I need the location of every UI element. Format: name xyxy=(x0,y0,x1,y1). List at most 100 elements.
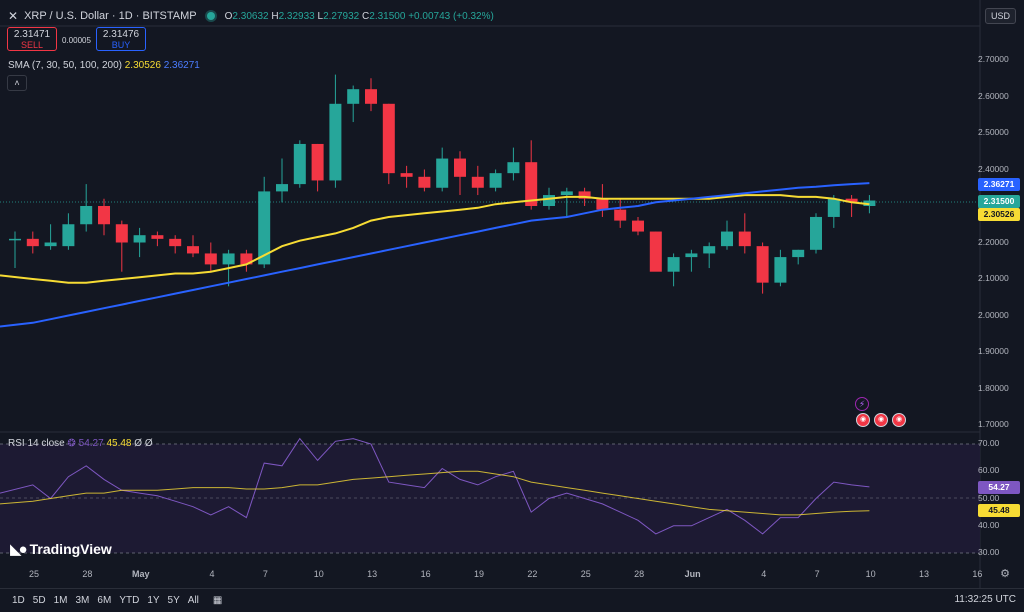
collapse-legend-button[interactable]: ˄ xyxy=(7,75,27,91)
sma-value-short: 2.30526 xyxy=(124,60,161,71)
candle-body xyxy=(756,246,769,283)
candle-body xyxy=(329,103,342,181)
last-price-tag: 2.31500 xyxy=(978,195,1020,208)
candle-body xyxy=(204,253,217,265)
us-flag-event-icon[interactable]: ◉ xyxy=(892,413,906,427)
price-axis-label: 1.90000 xyxy=(978,346,1009,356)
time-axis-label: 7 xyxy=(814,569,820,579)
price-axis-label: 2.10000 xyxy=(978,273,1009,283)
rsi-ma-price-tag: 45.48 xyxy=(978,504,1020,517)
sma-value-long: 2.36271 xyxy=(163,60,200,71)
sell-button[interactable]: 2.31471 SELL xyxy=(7,27,57,51)
candle-body xyxy=(133,235,146,243)
candle-body xyxy=(560,191,573,196)
candle-body xyxy=(614,209,627,221)
candle-body xyxy=(169,238,182,247)
candle-body xyxy=(276,184,288,192)
timeframe-1m[interactable]: 1M xyxy=(53,595,68,606)
candle-body xyxy=(525,162,538,206)
candle-body xyxy=(721,231,733,247)
settings-gear-icon[interactable]: ⚙ xyxy=(1000,568,1010,580)
rsi-settings-icon[interactable]: ❂ xyxy=(67,438,76,449)
price-axis-label: 1.80000 xyxy=(978,382,1009,393)
candle-body xyxy=(80,206,93,225)
time-axis-label: 28 xyxy=(82,569,93,579)
sell-price: 2.31471 xyxy=(13,29,51,40)
time-axis-label: 19 xyxy=(473,569,485,579)
candle-body xyxy=(365,89,377,104)
timeframe-3m[interactable]: 3M xyxy=(75,595,90,606)
rsi-legend[interactable]: RSI 14 close ❂ 54.27 45.48 Ø Ø xyxy=(8,438,153,449)
utc-clock[interactable]: 11:32:25 UTC xyxy=(954,594,1016,605)
time-axis-label: 25 xyxy=(580,569,591,579)
candle-body xyxy=(703,246,716,254)
currency-selector[interactable]: USD xyxy=(984,8,1016,24)
candle-body xyxy=(738,231,751,247)
time-axis-label: 13 xyxy=(367,569,378,579)
timeframe-5d[interactable]: 5D xyxy=(32,595,46,606)
sma-long-price-tag: 2.36271 xyxy=(978,178,1020,191)
rsi-axis-label: 70.00 xyxy=(978,438,1000,448)
buy-price: 2.31476 xyxy=(102,29,140,40)
candle-body xyxy=(578,191,591,199)
candle-body xyxy=(187,246,199,254)
candle-body xyxy=(62,224,75,247)
symbol-title[interactable]: XRP / U.S. Dollar · 1D · BITSTAMP xyxy=(24,10,197,22)
timeframe-5y[interactable]: 5Y xyxy=(167,595,180,606)
candle-body xyxy=(400,173,413,177)
rsi-extra: Ø Ø xyxy=(134,438,153,449)
candle-body xyxy=(151,235,164,239)
time-axis-label: 25 xyxy=(28,569,40,579)
timeframe-1y[interactable]: 1Y xyxy=(147,595,160,606)
candle-body xyxy=(667,257,680,272)
tradingview-logo-icon: ◣● xyxy=(10,541,28,558)
sma-legend[interactable]: SMA (7, 30, 50, 100, 200) 2.30526 2.3627… xyxy=(8,60,200,71)
candle-body xyxy=(454,158,466,177)
candle-body xyxy=(507,162,520,174)
candle-body xyxy=(649,231,662,272)
candle-body xyxy=(543,195,555,206)
candle-body xyxy=(347,89,360,104)
candle-body xyxy=(258,191,271,265)
candle-body xyxy=(115,224,128,243)
rsi-axis-label: 30.00 xyxy=(978,547,1000,557)
time-axis-label: 10 xyxy=(313,569,324,579)
candles xyxy=(9,74,876,294)
us-flag-event-icon[interactable]: ◉ xyxy=(874,413,888,427)
candle-body xyxy=(240,253,253,265)
candle-body xyxy=(792,249,805,258)
buy-button[interactable]: 2.31476 BUY xyxy=(96,27,146,51)
timeframe-1d[interactable]: 1D xyxy=(12,595,25,606)
sma-short-price-tag: 2.30526 xyxy=(978,208,1020,221)
candle-body xyxy=(685,253,698,258)
rsi-axis-label: 40.00 xyxy=(978,519,1000,530)
close-icon[interactable]: ✕ xyxy=(8,9,19,23)
timeframe-selector: 1D 5D 1M 3M 6M YTD 1Y 5Y All xyxy=(0,595,199,606)
date-range-calendar-icon[interactable]: ▦ xyxy=(212,595,223,606)
price-axis-label: 1.70000 xyxy=(978,419,1009,429)
candle-body xyxy=(382,103,395,174)
price-axis-label: 2.20000 xyxy=(978,236,1009,247)
time-axis-label: 13 xyxy=(918,569,930,579)
candle-body xyxy=(311,143,324,181)
us-flag-event-icon[interactable]: ◉ xyxy=(856,413,870,427)
timeframe-6m[interactable]: 6M xyxy=(97,595,112,606)
flash-event-icon[interactable]: ⚡ xyxy=(855,397,869,411)
candle-body xyxy=(827,198,840,217)
candle-body xyxy=(98,206,110,225)
time-axis-label: 28 xyxy=(634,569,645,579)
sma-30-line xyxy=(0,194,870,284)
time-axis-label: 4 xyxy=(761,569,767,579)
candle-body xyxy=(293,143,306,185)
timeframe-ytd[interactable]: YTD xyxy=(119,595,140,606)
time-axis-label: Jun xyxy=(684,569,701,579)
candle-body xyxy=(596,198,609,210)
sma-200-line xyxy=(0,182,870,328)
candle-body xyxy=(44,242,57,247)
price-axis-label: 2.70000 xyxy=(978,54,1009,64)
timeframe-all[interactable]: All xyxy=(187,595,199,606)
rsi-value: 54.27 xyxy=(78,438,104,449)
tradingview-logo[interactable]: ◣● TradingView xyxy=(10,541,112,558)
candle-body xyxy=(436,158,449,188)
